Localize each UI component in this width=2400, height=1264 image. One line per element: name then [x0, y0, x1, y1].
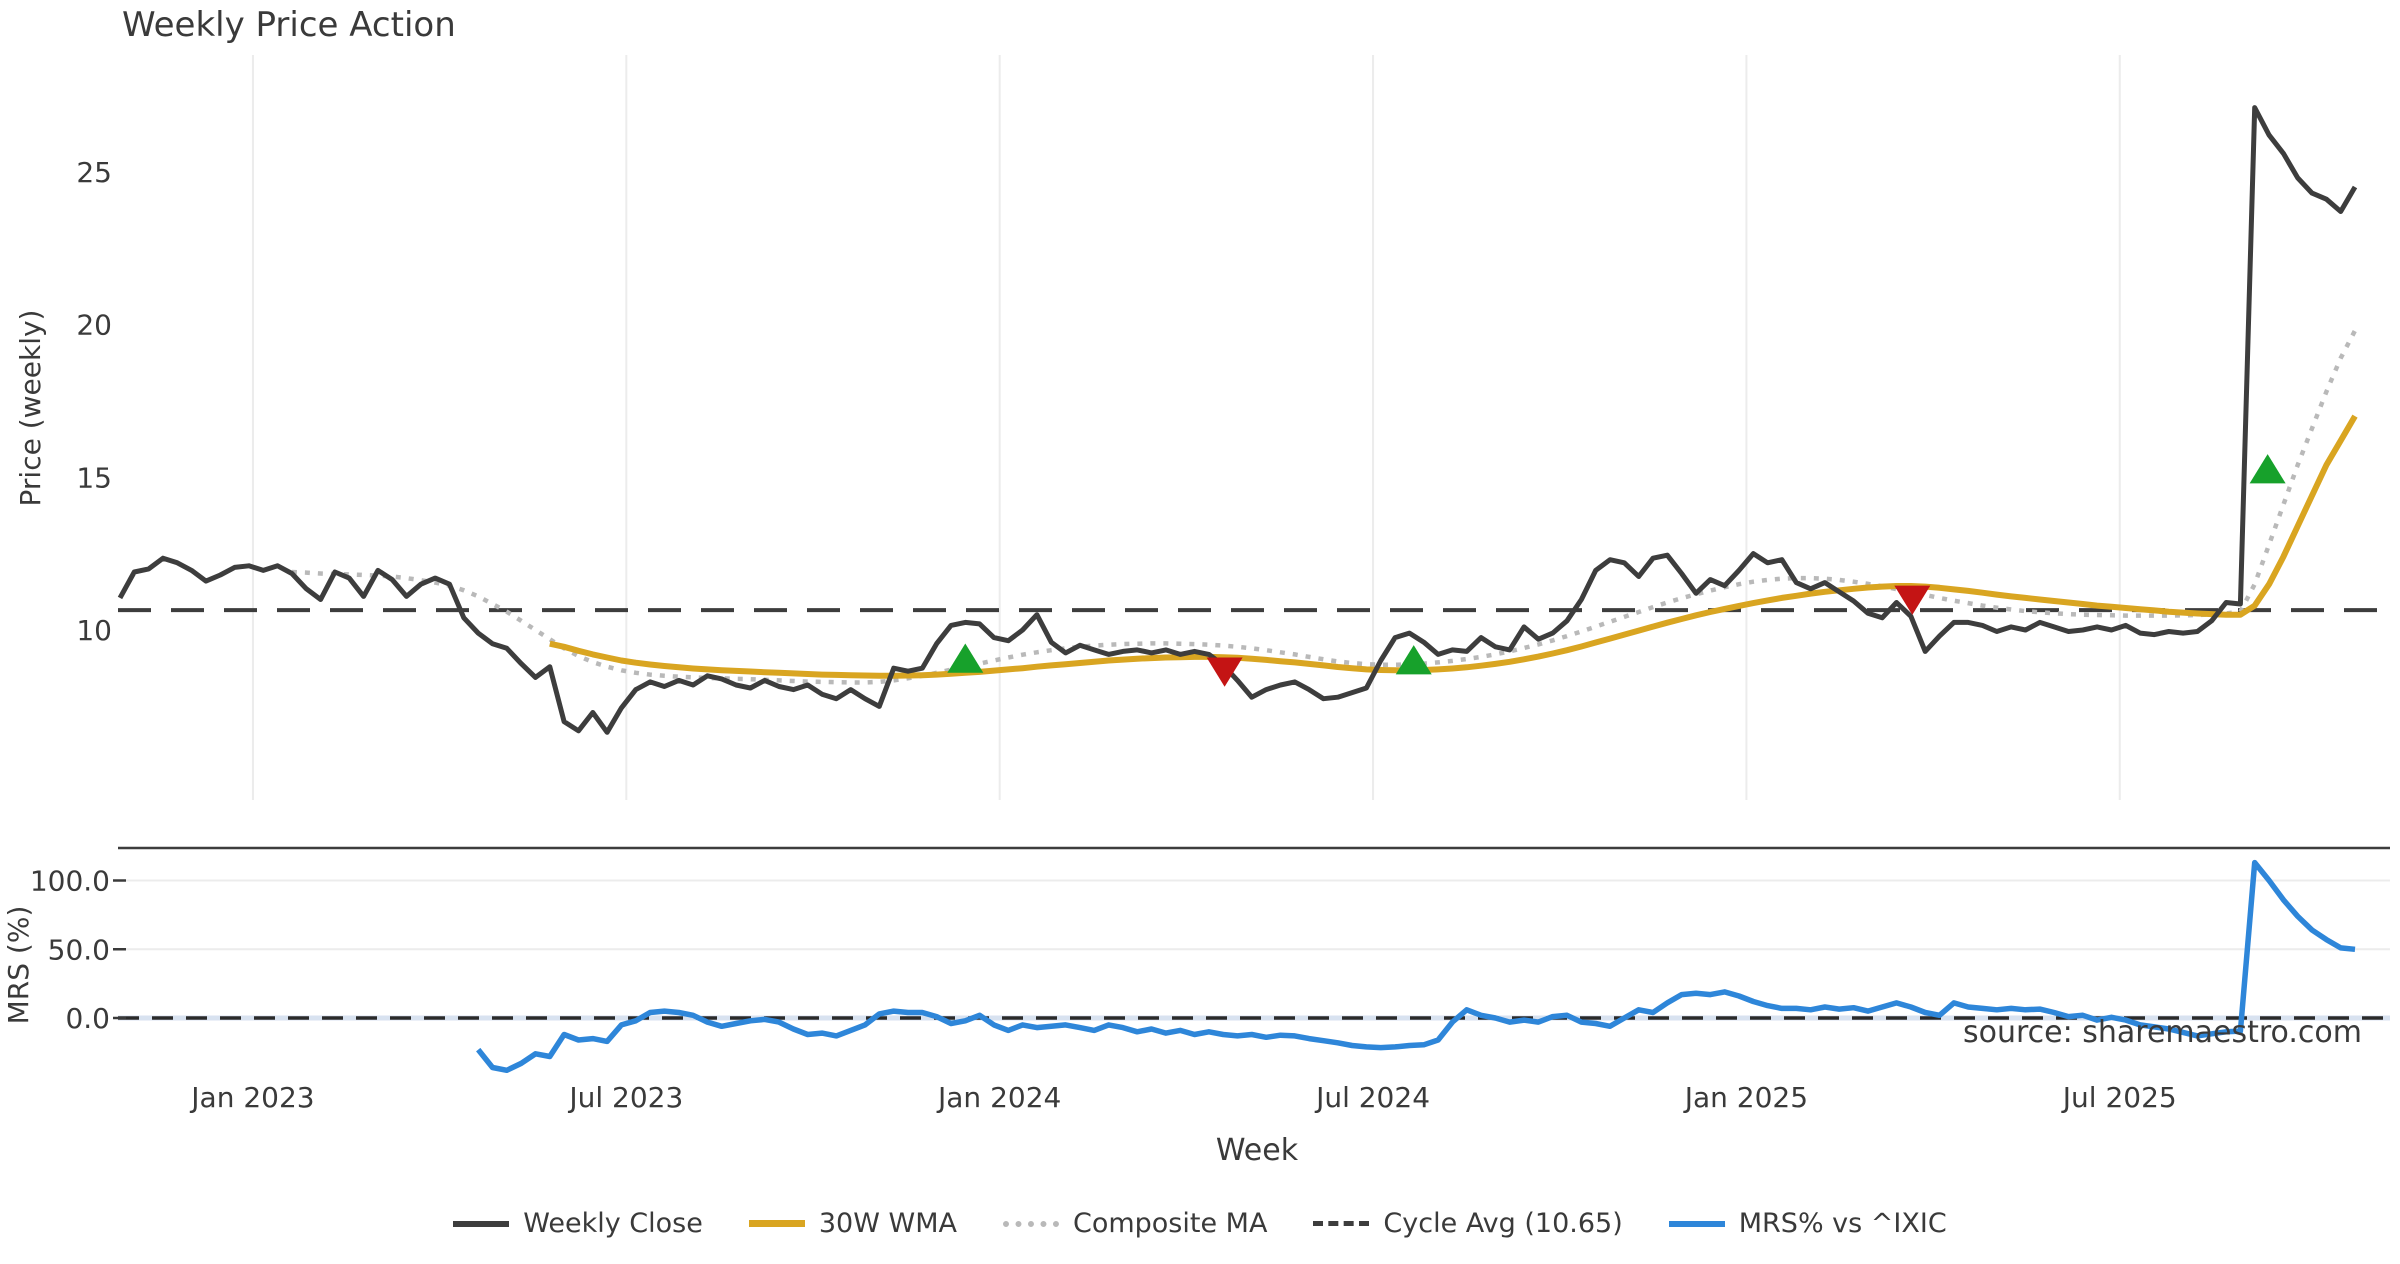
x-tick-label: Jul 2024: [1314, 1081, 1430, 1114]
legend-swatch: [1668, 1220, 1725, 1227]
composite-ma-line: [291, 329, 2357, 685]
source-watermark: source: sharemaestro.com: [1963, 1015, 2362, 1050]
sell-marker: [1894, 585, 1931, 615]
legend-label: Cycle Avg (10.65): [1383, 1208, 1623, 1239]
mrs-ytick-label: 100.0: [30, 865, 110, 898]
price-ytick-label: 20: [76, 309, 112, 342]
mrs-axis-label: MRS (%): [2, 906, 35, 1025]
legend-item-0: Weekly Close: [453, 1208, 703, 1239]
legend-swatch: [1313, 1221, 1370, 1226]
x-tick-label: Jan 2024: [936, 1081, 1061, 1114]
buy-marker: [1395, 645, 1432, 675]
buy-marker: [947, 643, 984, 673]
price-ytick-label: 25: [76, 156, 112, 189]
sell-marker: [1206, 657, 1243, 687]
tick-labels: 25 20 15 10 100.0 50.0 0.0 Jan 2023 Jul 2023 Jan …: [30, 156, 2177, 1114]
series-lines: [117, 105, 2358, 1074]
x-axis-label: Week: [1216, 1133, 1299, 1168]
price-axis-label: Price (weekly): [14, 310, 47, 507]
mrs-ytick-label: 0.0: [65, 1002, 110, 1035]
chart-title: Weekly Price Action: [122, 5, 456, 45]
x-tick-label: Jul 2025: [2061, 1081, 2177, 1114]
legend-label: 30W WMA: [818, 1208, 957, 1239]
reference-lines: [118, 608, 2390, 1021]
legend-swatch: [453, 1220, 510, 1227]
legend-swatch: [1002, 1220, 1059, 1227]
x-tick-label: Jan 2023: [189, 1081, 314, 1114]
legend-item-2: Composite MA: [1002, 1208, 1268, 1239]
buy-marker: [2249, 454, 2286, 484]
legend-label: Weekly Close: [523, 1208, 703, 1239]
mrs-ytick-label: 50.0: [48, 933, 110, 966]
price-ytick-label: 10: [76, 614, 112, 647]
x-tick-label: Jul 2023: [567, 1081, 683, 1114]
chart-legend: Weekly Close 30W WMA Composite MA Cycle Avg…: [0, 1208, 2400, 1239]
legend-label: Composite MA: [1072, 1208, 1268, 1239]
signal-markers: [947, 454, 2286, 687]
mrs-line: [476, 859, 2356, 1074]
x-tick-label: Jan 2025: [1683, 1081, 1808, 1114]
legend-item-1: 30W WMA: [748, 1208, 957, 1239]
legend-swatch: [748, 1220, 805, 1227]
legend-item-3: Cycle Avg (10.65): [1313, 1208, 1623, 1239]
wma-30w-line: [549, 414, 2358, 679]
weekly-close-line: [117, 105, 2358, 735]
legend-label: MRS% vs ^IXIC: [1738, 1208, 1947, 1239]
gridlines: [118, 55, 2390, 951]
price-ytick-label: 15: [76, 461, 112, 494]
legend-item-4: MRS% vs ^IXIC: [1668, 1208, 1947, 1239]
